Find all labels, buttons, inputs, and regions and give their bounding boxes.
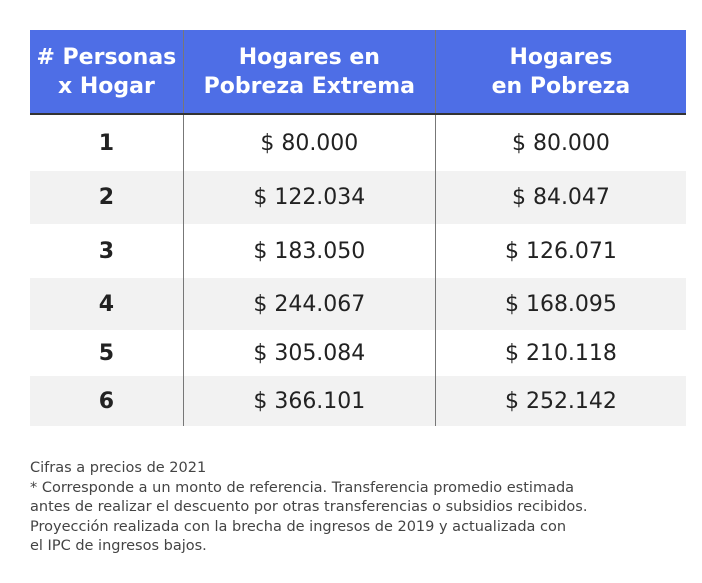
- footnote-line: * Corresponde a un monto de referencia. …: [30, 479, 575, 496]
- table-cell: $ 126.071: [434, 224, 686, 278]
- footnote-line: antes de realizar el descuento por otras…: [30, 499, 588, 515]
- table-cell: $ 366.101: [182, 376, 436, 426]
- footnote-line: Proyección realizada con la brecha de in…: [30, 518, 567, 535]
- column-header: # Personas x Hogar: [30, 30, 184, 115]
- header-line: Hogares: [509, 44, 613, 70]
- table-cell: 3: [98, 238, 115, 264]
- footnotes: Cifras a precios de 2021 * Corresponde a …: [30, 459, 587, 557]
- table-cell: 6: [30, 376, 184, 426]
- header-row: # Personas x Hogar Hogares en Pobreza Extre…: [30, 30, 686, 115]
- table-body: 1 $ 80.000 $ 80.000 2 $ 122.034 $ 84.047 3 $ 18…: [30, 114, 686, 426]
- data-table: # Personas x Hogar Hogares en Pobreza Extre…: [30, 30, 686, 426]
- column-header: Hogares en Pobreza Extrema: [182, 30, 436, 115]
- table-row: 1 $ 80.000 $ 80.000: [30, 114, 686, 171]
- table-cell: $ 122.034: [182, 171, 436, 224]
- table-row: 4 $ 244.067 $ 168.095: [30, 278, 686, 330]
- table-cell: $ 80.000: [182, 114, 436, 171]
- header-line: Pobreza Extrema: [203, 73, 415, 99]
- table-cell: $ 244.067: [182, 278, 436, 330]
- table-row: 2 $ 122.034 $ 84.047: [30, 171, 686, 224]
- table-row: 3 $ 183.050 $ 126.071: [30, 224, 686, 278]
- table-cell: $ 210.118: [434, 330, 686, 376]
- table-cell: $ 183.050: [182, 224, 436, 278]
- footnote-line: el IPC de ingresos bajos.: [30, 538, 207, 554]
- table-row: 5 $ 305.084 $ 210.118: [30, 330, 686, 376]
- header-line: en Pobreza: [491, 73, 631, 99]
- table-cell: $ 252.142: [434, 376, 686, 426]
- table-cell: $ 168.095: [434, 278, 686, 330]
- header-line: Hogares en: [238, 44, 380, 70]
- header-line: # Personas: [36, 44, 177, 70]
- table-row: 6 $ 366.101 $ 252.142: [30, 376, 686, 426]
- footnote-line: Cifras a precios de 2021: [30, 460, 207, 476]
- table-cell: 2: [30, 171, 184, 224]
- table-cell: $ 305.084: [182, 330, 436, 376]
- table-cell: 1: [98, 130, 115, 156]
- table-cell: 4: [30, 278, 184, 330]
- header-line: x Hogar: [57, 73, 155, 99]
- column-header: Hogares en Pobreza: [434, 30, 686, 115]
- table-cell: $ 84.047: [434, 171, 686, 224]
- table-cell: $ 80.000: [434, 114, 686, 171]
- table-cell: 5: [98, 340, 115, 366]
